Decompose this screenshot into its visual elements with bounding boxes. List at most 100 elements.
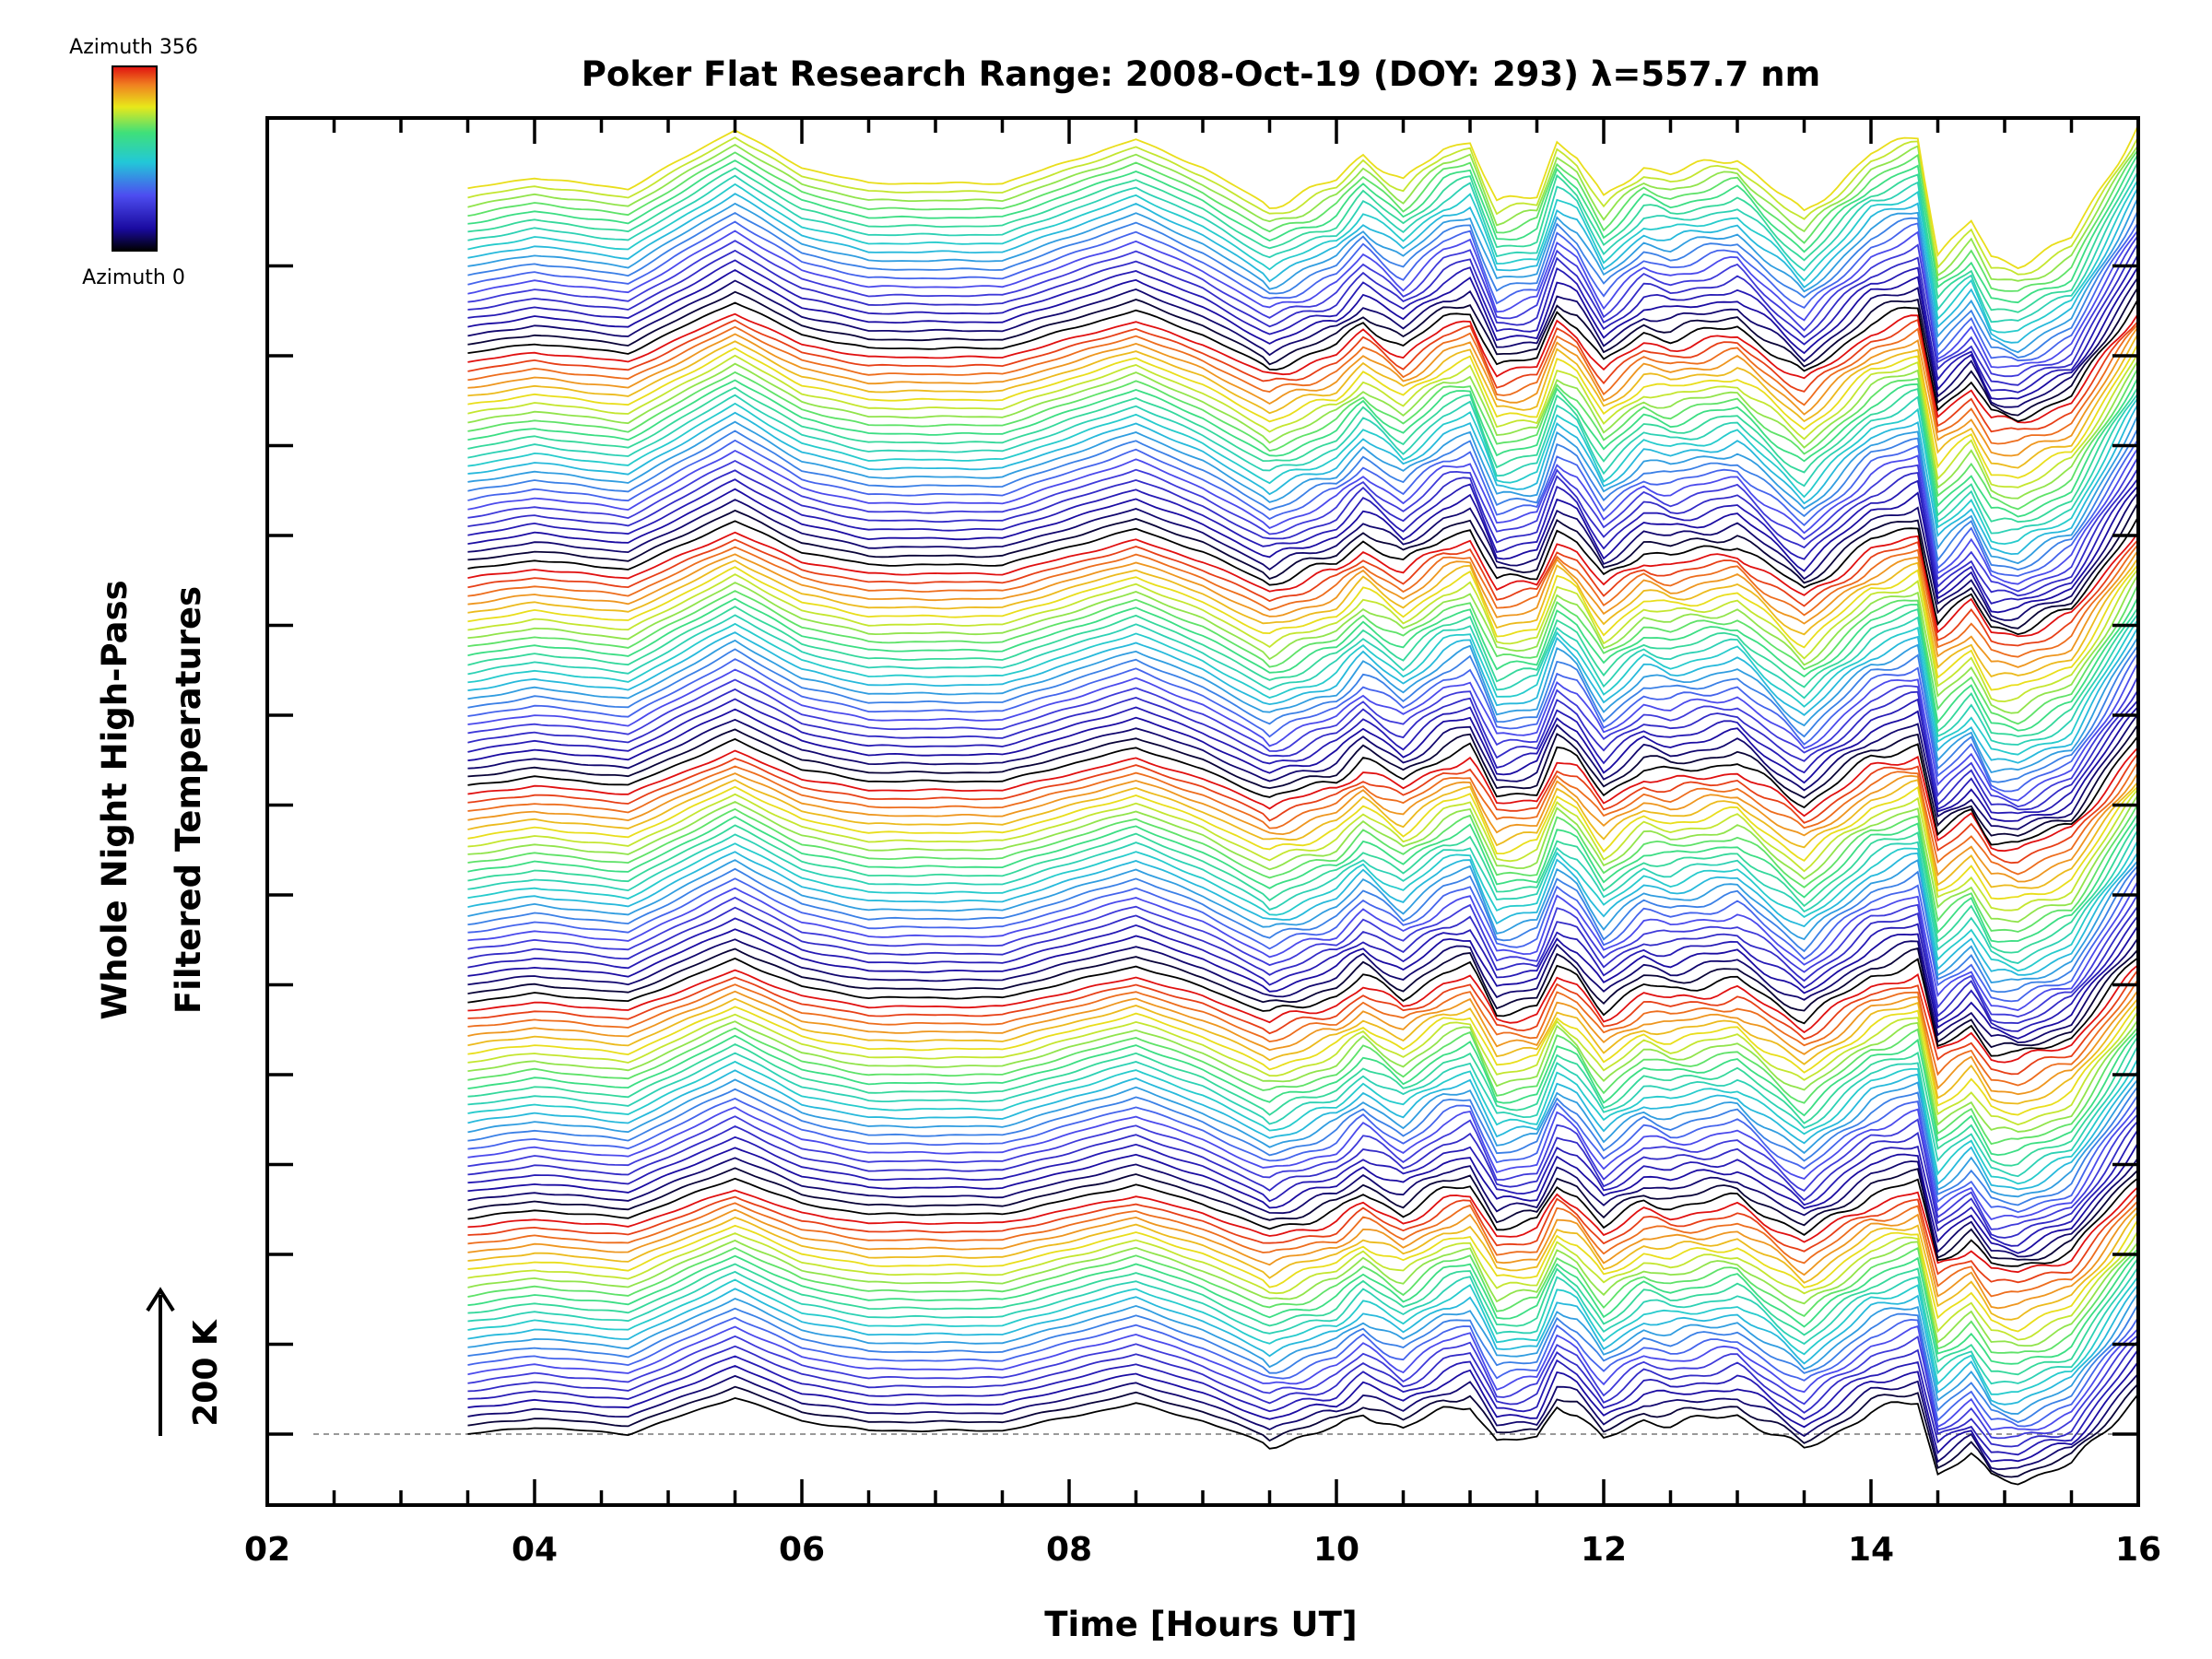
azimuth-trace [467,1112,2139,1230]
scale-arrow-head [146,1287,175,1312]
azimuth-trace [467,485,2139,614]
x-tick-labels: 02 04 06 08 10 12 14 16 [244,1531,2161,1569]
azimuth-trace [467,870,2139,1003]
azimuth-trace [467,636,2139,774]
x-tick-label: 06 [779,1531,825,1569]
azimuth-trace [467,1284,2139,1406]
azimuth-trace [467,241,2139,386]
azimuth-trace [467,1104,2139,1221]
azimuth-trace [467,477,2139,605]
azimuth-trace [467,396,2139,546]
azimuth-trace [467,234,2139,378]
azimuth-trace [467,1026,2139,1146]
azimuth-trace [467,332,2139,469]
azimuth-trace [467,1303,2139,1423]
azimuth-trace [467,924,2139,1040]
x-tick-label: 14 [1848,1531,1894,1569]
azimuth-trace [467,531,2139,638]
azimuth-trace [467,438,2139,577]
azimuth-trace [467,1230,2139,1341]
azimuth-trace [467,1185,2139,1274]
azimuth-trace [467,1192,2139,1284]
azimuth-trace [467,735,2139,846]
azimuth-trace [467,170,2139,324]
azimuth-trace [467,466,2139,597]
azimuth-trace [467,501,2139,629]
azimuth-trace [467,1035,2139,1167]
azimuth-trace [467,1077,2139,1198]
azimuth-trace [467,583,2139,725]
azimuth-trace [467,698,2139,815]
azimuth-trace [467,276,2139,408]
azimuth-trace [467,606,2139,737]
azimuth-trace [467,794,2139,924]
x-tick-label: 12 [1581,1531,1627,1569]
azimuth-trace [467,220,2139,362]
azimuth-trace [467,618,2139,756]
azimuth-trace [467,1339,2139,1448]
azimuth-trace [467,1018,2139,1133]
azimuth-trace [467,124,2139,270]
azimuth-trace [467,1010,2139,1126]
azimuth-trace [467,1348,2139,1456]
azimuth-trace [467,359,2139,500]
azimuth-trace [467,324,2139,445]
azimuth-trace [467,865,2139,994]
azimuth-trace [467,196,2139,354]
scale-bar: 200 K [146,1287,225,1436]
azimuth-trace [467,989,2139,1096]
azimuth-trace [467,209,2139,359]
azimuth-trace [467,1128,2139,1247]
azimuth-trace [467,491,2139,621]
azimuth-trace [467,1003,2139,1116]
azimuth-trace [467,1372,2139,1471]
azimuth-trace [467,393,2139,535]
x-tick-label: 10 [1313,1531,1359,1569]
azimuth-trace [467,1252,2139,1365]
colorbar-gradient [112,65,158,252]
azimuth-trace [467,1167,2139,1261]
azimuth-trace [467,820,2139,954]
x-tick-label: 02 [244,1531,290,1569]
azimuth-trace [467,1044,2139,1178]
azimuth-trace [467,626,2139,764]
azimuth-trace [467,318,2139,433]
x-tick-label: 16 [2115,1531,2161,1569]
azimuth-trace [467,135,2139,276]
azimuth-trace [467,1157,2139,1258]
azimuth-trace [467,785,2139,900]
azimuth-trace [467,829,2139,964]
azimuth-trace [467,1360,2139,1463]
azimuth-trace [467,1324,2139,1431]
azimuth-trace [467,1210,2139,1321]
azimuth-trace [467,760,2139,876]
azimuth-trace [467,153,2139,304]
azimuth-trace [467,557,2139,677]
azimuth-trace [467,613,2139,746]
azimuth-trace [467,752,2139,865]
azimuth-trace [467,904,2139,1025]
azimuth-trace [467,352,2139,488]
colorbar-bottom-label: Azimuth 0 [82,266,185,289]
azimuth-trace [467,342,2139,479]
azimuth-trace [467,712,2139,830]
azimuth-trace [467,312,2139,424]
azimuth-trace [467,688,2139,811]
axis-ticks [265,118,2140,1505]
azimuth-trace [467,978,2139,1087]
azimuth-trace [467,858,2139,983]
azimuth-trace [467,661,2139,802]
azimuth-trace [467,969,2139,1076]
azimuth-trace [467,788,2139,912]
azimuth-trace [467,179,2139,334]
azimuth-trace [467,964,2139,1064]
azimuth-trace [467,1141,2139,1254]
azimuth-trace [467,779,2139,889]
azimuth-trace [467,957,2139,1057]
x-tick-label: 08 [1046,1531,1092,1569]
y-axis-label: Whole Night High-Pass Filtered Temperatu… [95,580,208,1019]
chart-title: Poker Flat Research Range: 2008-Oct-19 (… [582,54,1820,94]
azimuth-trace [467,538,2139,647]
azimuth-trace [467,1199,2139,1298]
azimuth-trace [467,543,2139,658]
